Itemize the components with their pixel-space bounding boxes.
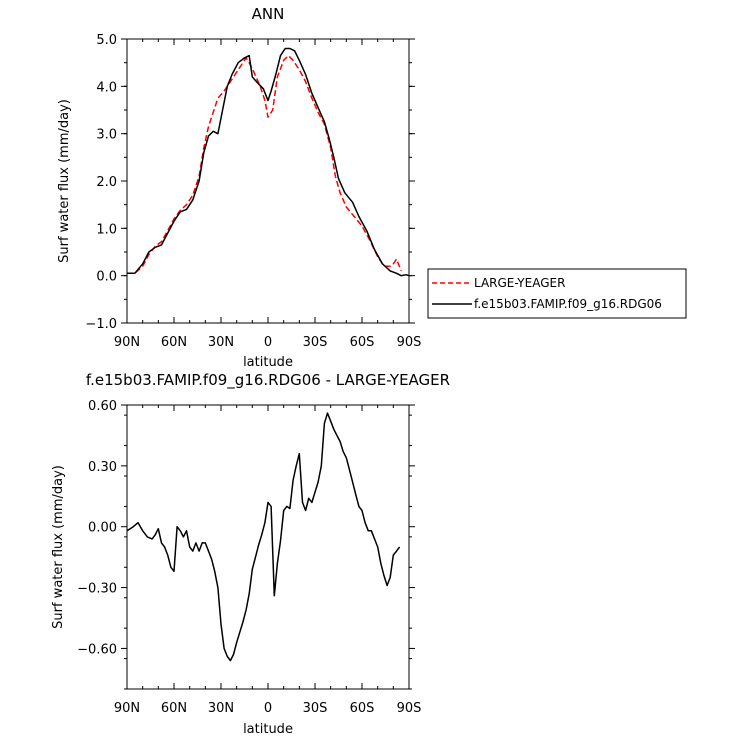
- top-x-tick-label: 30S: [303, 335, 328, 350]
- top-x-tick-label: 0: [264, 335, 272, 350]
- legend: LARGE-YEAGER f.e15b03.FAMIP.f09_g16.RDG0…: [427, 268, 687, 319]
- legend-label-rdg06: f.e15b03.FAMIP.f09_g16.RDG06: [474, 297, 662, 311]
- bottom-x-axis-label: latitude: [243, 722, 293, 737]
- top-y-tick-label: 0.0: [96, 270, 117, 285]
- legend-label-large-yeager: LARGE-YEAGER: [474, 276, 565, 290]
- top-x-axis-label: latitude: [243, 355, 293, 370]
- bottom-x-tick-label: 60S: [350, 701, 375, 716]
- top-y-tick-label: 1.0: [96, 222, 117, 237]
- top-y-tick-label: 5.0: [96, 33, 117, 48]
- top-series-group: [127, 47, 410, 277]
- bottom-x-tick-label: 60N: [161, 701, 187, 716]
- bottom-y-tick-label: 0.60: [88, 399, 117, 414]
- bottom-axis-ticks: 90N 60N 30N 0 30S 60S 90S −0.60 −0.30 0.00 0.30 0.6…: [77, 399, 421, 716]
- top-panel: ANN 90N 60N 30N 0 30S 60S 90S −1.0 0.0 1.0 2.0 3.0 4…: [57, 5, 421, 370]
- bottom-x-tick-label: 30N: [208, 701, 234, 716]
- bottom-chart-title: f.e15b03.FAMIP.f09_g16.RDG06 - LARGE-YEA…: [86, 371, 450, 390]
- top-x-tick-label: 30N: [208, 335, 234, 350]
- bottom-y-axis-label: Surf water flux (mm/day): [51, 465, 66, 629]
- top-chart-title: ANN: [252, 5, 285, 23]
- top-x-tick-label: 60N: [161, 335, 187, 350]
- top-y-tick-label: −1.0: [85, 317, 117, 332]
- bottom-y-tick-label: −0.30: [77, 582, 117, 597]
- top-x-tick-label: 90N: [114, 335, 140, 350]
- bottom-plot-frame: [126, 404, 410, 690]
- bottom-y-tick-label: −0.60: [77, 642, 117, 657]
- top-series-line-2: [127, 47, 410, 277]
- bottom-y-tick-label: 0.30: [88, 460, 117, 475]
- bottom-series-group: [126, 412, 401, 662]
- top-y-tick-label: 3.0: [96, 128, 117, 143]
- top-plot-frame: [126, 38, 410, 324]
- top-y-tick-label: 4.0: [96, 80, 117, 95]
- bottom-panel: f.e15b03.FAMIP.f09_g16.RDG06 - LARGE-YEA…: [51, 371, 450, 737]
- bottom-x-tick-label: 90N: [114, 701, 140, 716]
- bottom-x-tick-label: 90S: [397, 701, 422, 716]
- top-x-tick-label: 60S: [350, 335, 375, 350]
- bottom-x-tick-label: 30S: [303, 701, 328, 716]
- top-axis-ticks: 90N 60N 30N 0 30S 60S 90S −1.0 0.0 1.0 2.0 3.0 4.0 5.…: [85, 33, 421, 350]
- bottom-y-tick-label: 0.00: [88, 521, 117, 536]
- legend-box: [427, 268, 687, 319]
- top-y-tick-label: 2.0: [96, 175, 117, 190]
- top-x-tick-label: 90S: [397, 335, 422, 350]
- top-y-axis-label: Surf water flux (mm/day): [57, 99, 72, 263]
- bottom-x-tick-label: 0: [264, 701, 272, 716]
- bottom-series-line-1: [126, 412, 401, 662]
- top-series-line-1: [127, 54, 402, 275]
